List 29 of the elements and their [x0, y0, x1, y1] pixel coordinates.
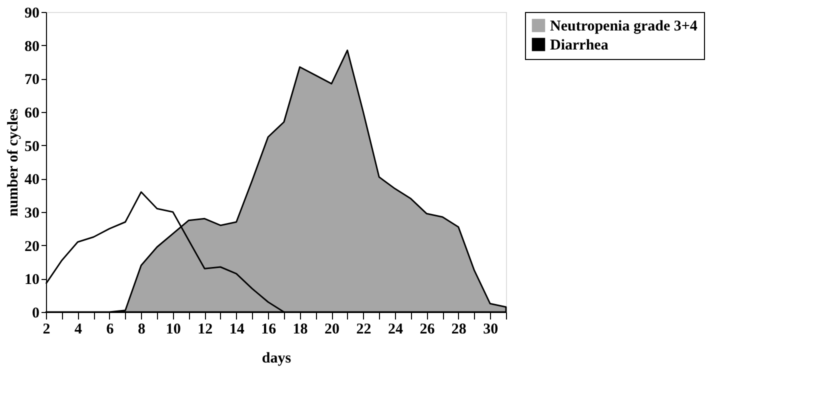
x-tick-label: 14: [229, 322, 245, 338]
y-tick-label: 30: [24, 206, 40, 222]
y-tick-label: 70: [24, 72, 40, 88]
x-tick-label: 28: [451, 322, 466, 338]
x-tick-label: 2: [42, 322, 50, 338]
y-tick-label: 80: [24, 38, 40, 55]
legend-label: Diarrhea: [550, 38, 609, 54]
x-tick-label: 16: [261, 322, 277, 338]
y-tick-label: 90: [24, 6, 40, 22]
y-tick-label: 10: [24, 272, 40, 288]
x-tick-label: 4: [74, 322, 82, 338]
x-tick-label: 10: [166, 322, 181, 338]
x-tick-label: 18: [292, 322, 308, 338]
y-tick-label: 20: [24, 238, 40, 255]
x-tick-label: 26: [420, 322, 436, 338]
y-tick-label: 60: [24, 106, 40, 122]
y-axis-title: number of cycles: [6, 108, 22, 217]
y-tick-label: 50: [24, 138, 40, 155]
y-tick-label: 0: [32, 306, 40, 322]
x-tick-label: 30: [483, 322, 498, 338]
x-tick-label: 8: [138, 322, 146, 338]
x-axis-title: days: [262, 350, 292, 366]
x-tick-label: 22: [356, 322, 372, 338]
x-tick-label: 20: [324, 322, 340, 338]
x-tick-label: 12: [198, 322, 213, 338]
x-tick-label: 24: [388, 322, 404, 338]
legend-label: Neutropenia grade 3+4: [550, 18, 698, 34]
y-tick-label: 40: [24, 172, 40, 188]
x-tick-label: 6: [106, 322, 114, 338]
